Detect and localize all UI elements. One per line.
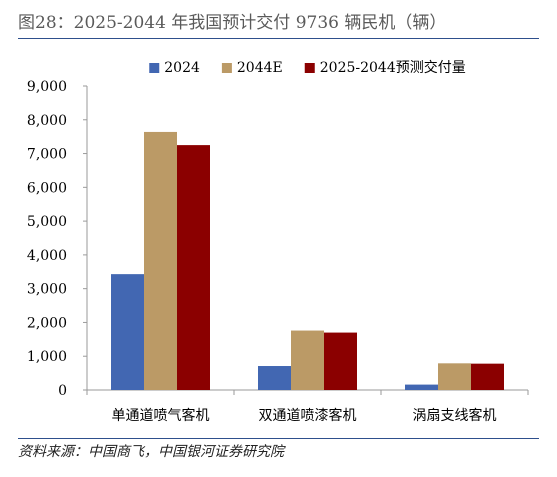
source-note: 资料来源：中国商飞，中国银河证券研究院 bbox=[18, 444, 284, 460]
bar-1-3 bbox=[405, 384, 438, 390]
legend-swatch-1 bbox=[149, 63, 160, 73]
x-category-label: 涡扇支线客机 bbox=[413, 407, 497, 424]
y-tick-label: 4,000 bbox=[27, 248, 67, 264]
figure-title: 图28：2025-2044 年我国预计交付 9736 辆民机（辆） bbox=[18, 13, 447, 33]
bar-3-2 bbox=[324, 332, 357, 390]
y-tick-label: 8,000 bbox=[27, 113, 67, 129]
y-tick-label: 3,000 bbox=[27, 282, 67, 298]
legend-swatch-3 bbox=[304, 63, 315, 73]
y-tick-label: 6,000 bbox=[27, 180, 67, 196]
y-tick-label: 7,000 bbox=[27, 147, 67, 163]
legend-swatch-2 bbox=[221, 63, 232, 73]
y-axis: 0 1,000 2,000 3,000 4,000 5,000 6,000 7,000 8,00… bbox=[27, 79, 88, 399]
bar-2-3 bbox=[438, 363, 471, 390]
bar-3-1 bbox=[177, 145, 210, 390]
legend: 2024 2044E 2025-2044预测交付量 bbox=[149, 59, 466, 76]
bar-2-1 bbox=[144, 131, 177, 390]
legend-label-2: 2044E bbox=[237, 60, 283, 76]
x-category-label: 双通道喷漆客机 bbox=[259, 407, 357, 424]
y-tick-label: 9,000 bbox=[27, 79, 67, 95]
y-tick-label: 0 bbox=[58, 383, 67, 399]
y-tick-label: 5,000 bbox=[27, 214, 67, 230]
bars bbox=[111, 131, 504, 390]
bar-3-3 bbox=[471, 363, 504, 390]
y-tick-label: 1,000 bbox=[27, 349, 67, 365]
bar-1-1 bbox=[111, 274, 144, 390]
x-axis: 单通道喷气客机 双通道喷漆客机 涡扇支线客机 bbox=[86, 389, 529, 424]
bottom-rule bbox=[18, 438, 539, 439]
x-category-label: 单通道喷气客机 bbox=[112, 407, 210, 424]
bar-1-2 bbox=[258, 366, 291, 390]
legend-label-3: 2025-2044预测交付量 bbox=[320, 59, 466, 76]
legend-label-1: 2024 bbox=[164, 60, 200, 76]
y-tick-label: 2,000 bbox=[27, 315, 67, 331]
bar-2-2 bbox=[291, 330, 324, 390]
title-rule bbox=[18, 38, 539, 39]
